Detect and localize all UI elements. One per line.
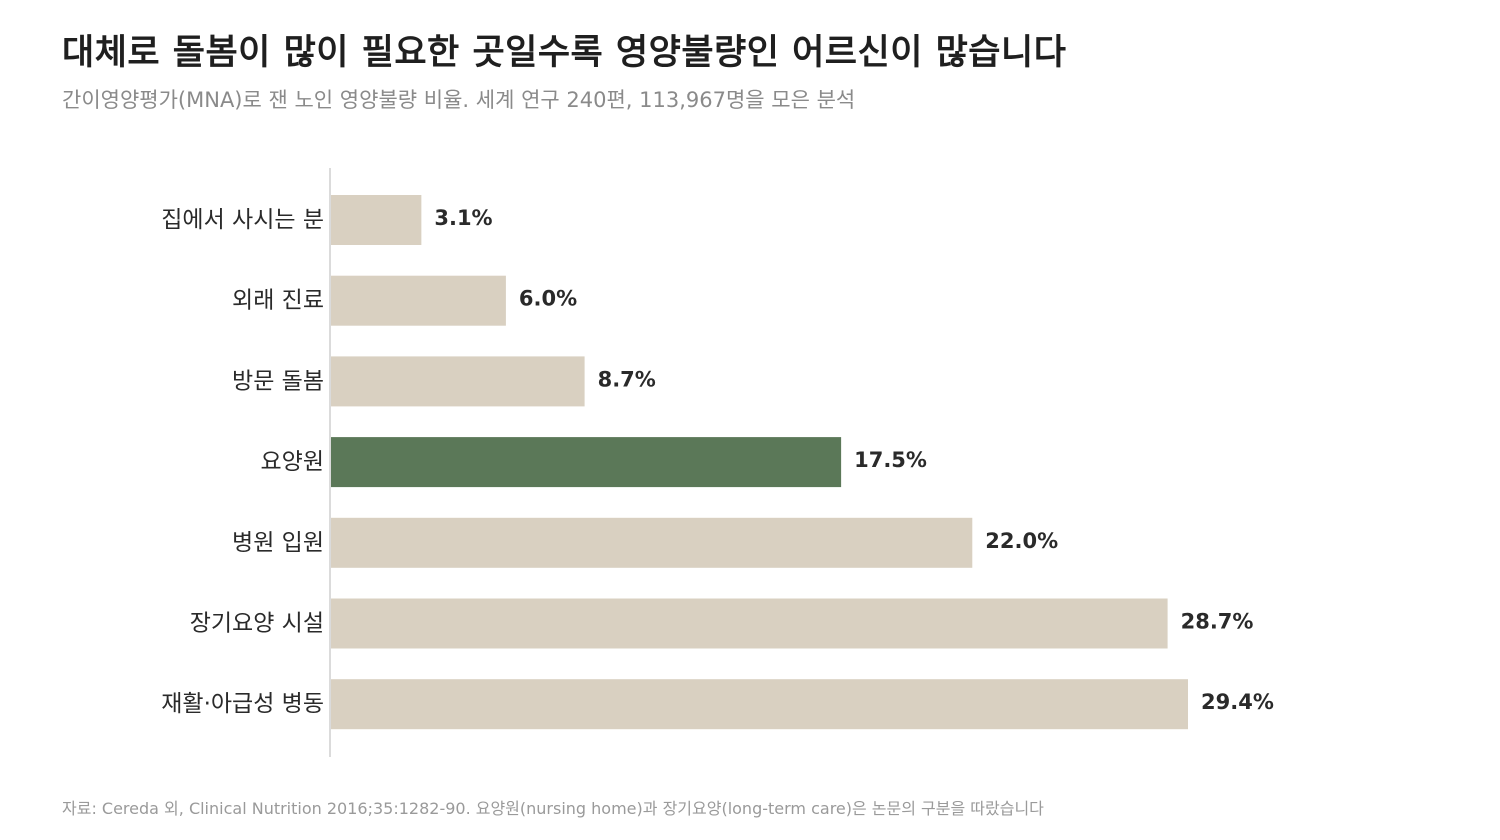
value-label-6: 29.4% bbox=[1201, 690, 1274, 714]
value-label-0: 3.1% bbox=[434, 206, 492, 230]
category-label-4: 병원 입원 bbox=[232, 530, 324, 556]
source-note: 자료: Cereda 외, Clinical Nutrition 2016;35… bbox=[62, 799, 1044, 818]
category-label-2: 방문 돌봄 bbox=[232, 368, 324, 394]
category-label-5: 장기요양 시설 bbox=[190, 611, 324, 637]
bar-3 bbox=[331, 437, 842, 488]
category-label-0: 집에서 사시는 분 bbox=[161, 207, 324, 233]
bar-6 bbox=[331, 679, 1188, 730]
category-label-6: 재활·아급성 병동 bbox=[161, 691, 324, 717]
value-label-1: 6.0% bbox=[519, 287, 577, 311]
bar-0 bbox=[331, 195, 422, 245]
bar-4 bbox=[331, 517, 973, 568]
chart-title: 대체로 돌봄이 많이 필요한 곳일수록 영양불량인 어르신이 많습니다 bbox=[62, 33, 1067, 73]
bar-1 bbox=[331, 275, 506, 326]
bar-5 bbox=[331, 598, 1168, 649]
value-label-4: 22.0% bbox=[985, 529, 1058, 553]
category-label-3: 요양원 bbox=[261, 449, 324, 475]
value-label-5: 28.7% bbox=[1181, 610, 1254, 634]
bar-2 bbox=[331, 356, 585, 407]
chart-subtitle: 간이영양평가(MNA)로 잰 노인 영양불량 비율. 세계 연구 240편, 1… bbox=[62, 88, 856, 112]
value-label-2: 8.7% bbox=[598, 367, 656, 391]
category-label-1: 외래 진료 bbox=[232, 288, 324, 314]
value-label-3: 17.5% bbox=[854, 448, 927, 472]
